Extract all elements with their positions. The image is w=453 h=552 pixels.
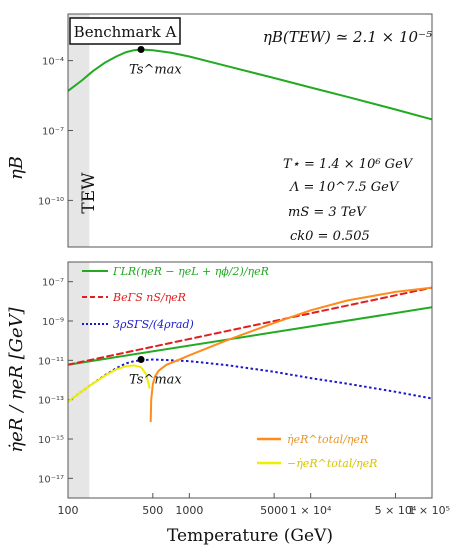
- series-line-4: [68, 364, 151, 403]
- y-tick-label: 10⁻¹⁰: [38, 196, 64, 207]
- peak-point-bottom: [137, 356, 145, 364]
- series-line-0: [68, 306, 432, 366]
- series-line-0: [68, 48, 432, 121]
- y-tick-label: 10⁻⁴: [42, 57, 64, 68]
- y-axis-label-bottom: η̇eR / ηeR [GeV]: [6, 306, 27, 452]
- x-tick-label: 1 × 10⁴: [290, 504, 332, 517]
- benchmark-label: Benchmark A: [74, 23, 177, 41]
- param-ms: mS = 3 TeV: [288, 205, 367, 220]
- param-t-star: T⋆ = 1.4 × 10⁶ GeV: [283, 157, 414, 172]
- series-line-3: [149, 286, 432, 423]
- y-tick-label: 10⁻¹⁷: [38, 474, 64, 485]
- eta-er-rate-panel: 10⁻⁷ 10⁻⁹ 10⁻¹¹ 10⁻¹³ 10⁻¹⁵ 10⁻¹⁷ 100 500 1000 5…: [6, 261, 450, 546]
- y-ticks-top: 10⁻⁴ 10⁻⁷ 10⁻¹⁰: [38, 57, 73, 207]
- legend-label-be-gamma: BeΓS nS/ηeR: [112, 291, 186, 304]
- t-ew-label: TEW: [79, 172, 99, 214]
- legend-top: ΓLR(ηeR − ηeL + ηϕ/2)/ηeR BeΓS nS/ηeR 3ρ…: [82, 265, 269, 331]
- x-tick-label: 1000: [175, 504, 203, 517]
- series-line-2: [68, 358, 432, 403]
- y-tick-label: 10⁻⁷: [42, 278, 64, 289]
- param-ck0: ck0 = 0.505: [290, 229, 370, 244]
- y-tick-label: 10⁻¹⁵: [38, 435, 64, 446]
- series-top: [68, 48, 432, 121]
- plot-frame-bottom: [67, 261, 433, 499]
- y-axis-label-top: ηB: [6, 156, 27, 180]
- x-axis-label: Temperature (GeV): [167, 526, 333, 546]
- y-tick-label: 10⁻⁷: [42, 127, 64, 138]
- legend-label-neg-total: −η̇eR^total/ηeR: [287, 457, 377, 470]
- eta-b-panel: 10⁻⁴ 10⁻⁷ 10⁻¹⁰ Benchmark A ηB(TEW) ≃ 2.1 …: [6, 13, 433, 248]
- y-tick-label: 10⁻¹³: [38, 396, 64, 407]
- legend-label-rho-s: 3ρSΓS/(4ρrad): [113, 318, 194, 331]
- benchmark-box: [69, 17, 181, 45]
- x-tick-label: 500: [142, 504, 163, 517]
- eta-ew-headline: ηB(TEW) ≃ 2.1 × 10⁻⁵: [263, 28, 432, 46]
- peak-label-top: Ts^max: [129, 62, 182, 77]
- peak-point-top: [137, 45, 145, 53]
- y-tick-label: 10⁻⁹: [42, 317, 64, 328]
- x-tick-label: 1 × 10⁵: [408, 504, 450, 517]
- legend-bottom: η̇eR^total/ηeR −η̇eR^total/ηeR: [257, 433, 377, 470]
- x-tick-label: 5000: [260, 504, 288, 517]
- peak-label-bottom: Ts^max: [129, 373, 182, 388]
- plot-frame-top: [67, 13, 433, 248]
- x-tick-label: 5 × 10⁴: [375, 504, 417, 517]
- param-lambda: Λ = 10^7.5 GeV: [289, 180, 400, 195]
- y-ticks-bottom: 10⁻⁷ 10⁻⁹ 10⁻¹¹ 10⁻¹³ 10⁻¹⁵ 10⁻¹⁷: [38, 278, 73, 485]
- x-tick-label: 100: [58, 504, 79, 517]
- legend-label-total: η̇eR^total/ηeR: [287, 433, 368, 446]
- ew-shaded-band: [68, 14, 90, 247]
- ew-shaded-band-bottom: [68, 262, 90, 498]
- series-bottom: [68, 286, 432, 423]
- y-tick-label: 10⁻¹¹: [38, 356, 64, 367]
- legend-label-gamma-lr: ΓLR(ηeR − ηeL + ηϕ/2)/ηeR: [112, 265, 269, 278]
- series-line-1: [68, 286, 432, 366]
